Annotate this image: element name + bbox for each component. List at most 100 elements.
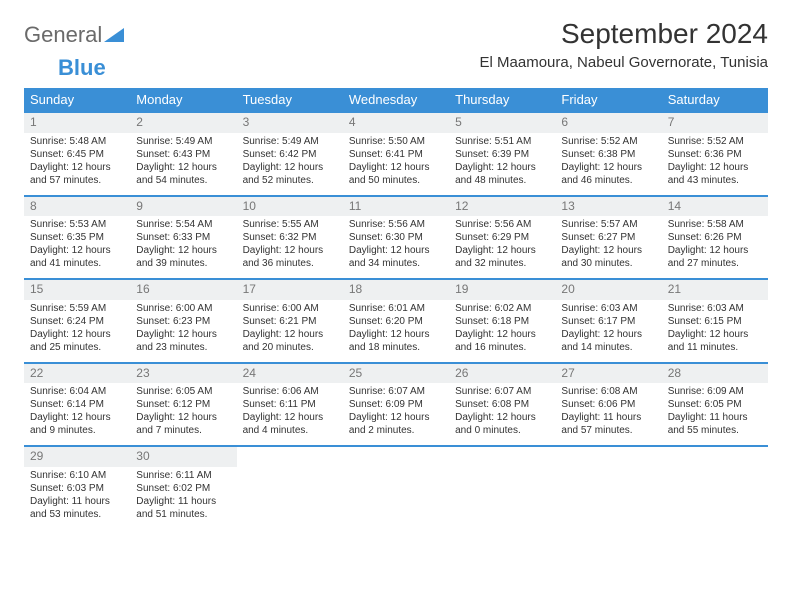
day-number: 11 bbox=[343, 197, 449, 217]
daylight-line: Daylight: 11 hours and 51 minutes. bbox=[136, 495, 230, 521]
day-body: Sunrise: 6:01 AMSunset: 6:20 PMDaylight:… bbox=[343, 300, 449, 362]
daylight-line: Daylight: 12 hours and 48 minutes. bbox=[455, 161, 549, 187]
sunset-line: Sunset: 6:12 PM bbox=[136, 398, 230, 411]
day-body: Sunrise: 5:52 AMSunset: 6:38 PMDaylight:… bbox=[555, 133, 661, 195]
day-body: Sunrise: 5:56 AMSunset: 6:30 PMDaylight:… bbox=[343, 216, 449, 278]
calendar-cell: 4Sunrise: 5:50 AMSunset: 6:41 PMDaylight… bbox=[343, 112, 449, 196]
day-body: Sunrise: 5:52 AMSunset: 6:36 PMDaylight:… bbox=[662, 133, 768, 195]
day-number: 5 bbox=[449, 113, 555, 133]
day-body: Sunrise: 5:53 AMSunset: 6:35 PMDaylight:… bbox=[24, 216, 130, 278]
calendar-row: 22Sunrise: 6:04 AMSunset: 6:14 PM Dayligh… bbox=[24, 363, 768, 447]
sunrise-line: Sunrise: 6:03 AM bbox=[561, 302, 655, 315]
calendar-cell: 20Sunrise: 6:03 AMSunset: 6:17 PMDayligh… bbox=[555, 279, 661, 363]
sunset-line: Sunset: 6:38 PM bbox=[561, 148, 655, 161]
daylight-line: Daylight: 12 hours and 7 minutes. bbox=[136, 411, 230, 437]
daylight-line: Daylight: 11 hours and 53 minutes. bbox=[30, 495, 124, 521]
day-body: Sunrise: 5:57 AMSunset: 6:27 PMDaylight:… bbox=[555, 216, 661, 278]
day-number: 12 bbox=[449, 197, 555, 217]
day-number: 29 bbox=[24, 447, 130, 467]
sunrise-line: Sunrise: 5:57 AM bbox=[561, 218, 655, 231]
day-body: Sunrise: 6:02 AMSunset: 6:18 PMDaylight:… bbox=[449, 300, 555, 362]
day-body: Sunrise: 6:07 AMSunset: 6:08 PMDaylight:… bbox=[449, 383, 555, 445]
calendar-cell: 26Sunrise: 6:07 AMSunset: 6:08 PMDayligh… bbox=[449, 363, 555, 447]
sunset-line: Sunset: 6:33 PM bbox=[136, 231, 230, 244]
daylight-line: Daylight: 12 hours and 32 minutes. bbox=[455, 244, 549, 270]
title-block: September 2024 El Maamoura, Nabeul Gover… bbox=[480, 18, 768, 71]
day-number: 30 bbox=[130, 447, 236, 467]
sunset-line: Sunset: 6:41 PM bbox=[349, 148, 443, 161]
daylight-line: Daylight: 12 hours and 39 minutes. bbox=[136, 244, 230, 270]
day-number: 6 bbox=[555, 113, 661, 133]
calendar-row: 15Sunrise: 5:59 AMSunset: 6:24 PMDayligh… bbox=[24, 279, 768, 363]
sunset-line: Sunset: 6:24 PM bbox=[30, 315, 124, 328]
calendar-cell: 22Sunrise: 6:04 AMSunset: 6:14 PMDayligh… bbox=[24, 363, 130, 447]
sunset-line: Sunset: 6:09 PM bbox=[349, 398, 443, 411]
calendar-cell: 17Sunrise: 6:00 AMSunset: 6:21 PMDayligh… bbox=[237, 279, 343, 363]
sunset-line: Sunset: 6:11 PM bbox=[243, 398, 337, 411]
calendar-cell: .. bbox=[449, 446, 555, 529]
daylight-line: Daylight: 12 hours and 18 minutes. bbox=[349, 328, 443, 354]
daylight-line: Daylight: 12 hours and 25 minutes. bbox=[30, 328, 124, 354]
day-number: 27 bbox=[555, 364, 661, 384]
sunset-line: Sunset: 6:27 PM bbox=[561, 231, 655, 244]
sunset-line: Sunset: 6:15 PM bbox=[668, 315, 762, 328]
calendar-cell: 5Sunrise: 5:51 AMSunset: 6:39 PMDaylight… bbox=[449, 112, 555, 196]
calendar-cell: .. bbox=[555, 446, 661, 529]
sunset-line: Sunset: 6:32 PM bbox=[243, 231, 337, 244]
sunrise-line: Sunrise: 6:04 AM bbox=[30, 385, 124, 398]
daylight-line: Daylight: 11 hours and 55 minutes. bbox=[668, 411, 762, 437]
day-body: Sunrise: 5:59 AMSunset: 6:24 PMDaylight:… bbox=[24, 300, 130, 362]
weekday-header: Monday bbox=[130, 88, 236, 112]
day-body: Sunrise: 5:49 AMSunset: 6:42 PMDaylight:… bbox=[237, 133, 343, 195]
sunset-line: Sunset: 6:18 PM bbox=[455, 315, 549, 328]
sunset-line: Sunset: 6:03 PM bbox=[30, 482, 124, 495]
calendar-cell: 29 Sunrise: 6:10 AMSunset: 6:03 PMDayligh… bbox=[24, 446, 130, 529]
day-body: Sunrise: 6:00 AMSunset: 6:21 PMDaylight:… bbox=[237, 300, 343, 362]
calendar-cell: 1Sunrise: 5:48 AMSunset: 6:45 PMDaylight… bbox=[24, 112, 130, 196]
logo-triangle-icon bbox=[104, 28, 124, 47]
sunset-line: Sunset: 6:29 PM bbox=[455, 231, 549, 244]
daylight-line: Daylight: 11 hours and 57 minutes. bbox=[561, 411, 655, 437]
sunrise-line: Sunrise: 6:10 AM bbox=[30, 469, 124, 482]
daylight-line: Daylight: 12 hours and 50 minutes. bbox=[349, 161, 443, 187]
weekday-header: Friday bbox=[555, 88, 661, 112]
day-body: Sunrise: 6:05 AMSunset: 6:12 PMDaylight:… bbox=[130, 383, 236, 445]
daylight-line: Daylight: 12 hours and 30 minutes. bbox=[561, 244, 655, 270]
calendar-cell: 9Sunrise: 5:54 AMSunset: 6:33 PMDaylight… bbox=[130, 196, 236, 280]
sunset-line: Sunset: 6:43 PM bbox=[136, 148, 230, 161]
day-number: 16 bbox=[130, 280, 236, 300]
day-number: 22 bbox=[24, 364, 130, 384]
daylight-line: Daylight: 12 hours and 20 minutes. bbox=[243, 328, 337, 354]
calendar-cell: .. bbox=[237, 446, 343, 529]
daylight-line: Daylight: 12 hours and 34 minutes. bbox=[349, 244, 443, 270]
calendar-cell: 12Sunrise: 5:56 AMSunset: 6:29 PMDayligh… bbox=[449, 196, 555, 280]
day-number: 28 bbox=[662, 364, 768, 384]
sunset-line: Sunset: 6:35 PM bbox=[30, 231, 124, 244]
day-body: Sunrise: 6:08 AMSunset: 6:06 PMDaylight:… bbox=[555, 383, 661, 445]
sunset-line: Sunset: 6:14 PM bbox=[30, 398, 124, 411]
daylight-line: Daylight: 12 hours and 36 minutes. bbox=[243, 244, 337, 270]
day-body: Sunrise: 6:09 AMSunset: 6:05 PMDaylight:… bbox=[662, 383, 768, 445]
calendar-row: 29Sunrise: 6:10 AMSunset: 6:03 PMDayligh… bbox=[24, 446, 768, 529]
header: General Blue September 2024 El Maamoura,… bbox=[24, 18, 768, 80]
daylight-line: Daylight: 12 hours and 57 minutes. bbox=[30, 161, 124, 187]
sunset-line: Sunset: 6:39 PM bbox=[455, 148, 549, 161]
sunset-line: Sunset: 6:36 PM bbox=[668, 148, 762, 161]
calendar-cell: 14Sunrise: 5:58 AMSunset: 6:26 PMDayligh… bbox=[662, 196, 768, 280]
calendar-cell: 15Sunrise: 5:59 AMSunset: 6:24 PMDayligh… bbox=[24, 279, 130, 363]
calendar-cell: 24Sunrise: 6:06 AMSunset: 6:11 PMDayligh… bbox=[237, 363, 343, 447]
calendar-cell: 8Sunrise: 5:53 AMSunset: 6:35 PMDaylight… bbox=[24, 196, 130, 280]
day-body: Sunrise: 5:48 AMSunset: 6:45 PMDaylight:… bbox=[24, 133, 130, 195]
day-number: 17 bbox=[237, 280, 343, 300]
sunrise-line: Sunrise: 6:01 AM bbox=[349, 302, 443, 315]
daylight-line: Daylight: 12 hours and 27 minutes. bbox=[668, 244, 762, 270]
sunrise-line: Sunrise: 5:48 AM bbox=[30, 135, 124, 148]
day-body: Sunrise: 6:03 AMSunset: 6:15 PMDaylight:… bbox=[662, 300, 768, 362]
day-number: 10 bbox=[237, 197, 343, 217]
sunrise-line: Sunrise: 6:08 AM bbox=[561, 385, 655, 398]
sunrise-line: Sunrise: 6:11 AM bbox=[136, 469, 230, 482]
sunrise-line: Sunrise: 6:03 AM bbox=[668, 302, 762, 315]
day-body: Sunrise: 5:54 AMSunset: 6:33 PMDaylight:… bbox=[130, 216, 236, 278]
calendar-cell: .. bbox=[343, 446, 449, 529]
sunrise-line: Sunrise: 5:55 AM bbox=[243, 218, 337, 231]
